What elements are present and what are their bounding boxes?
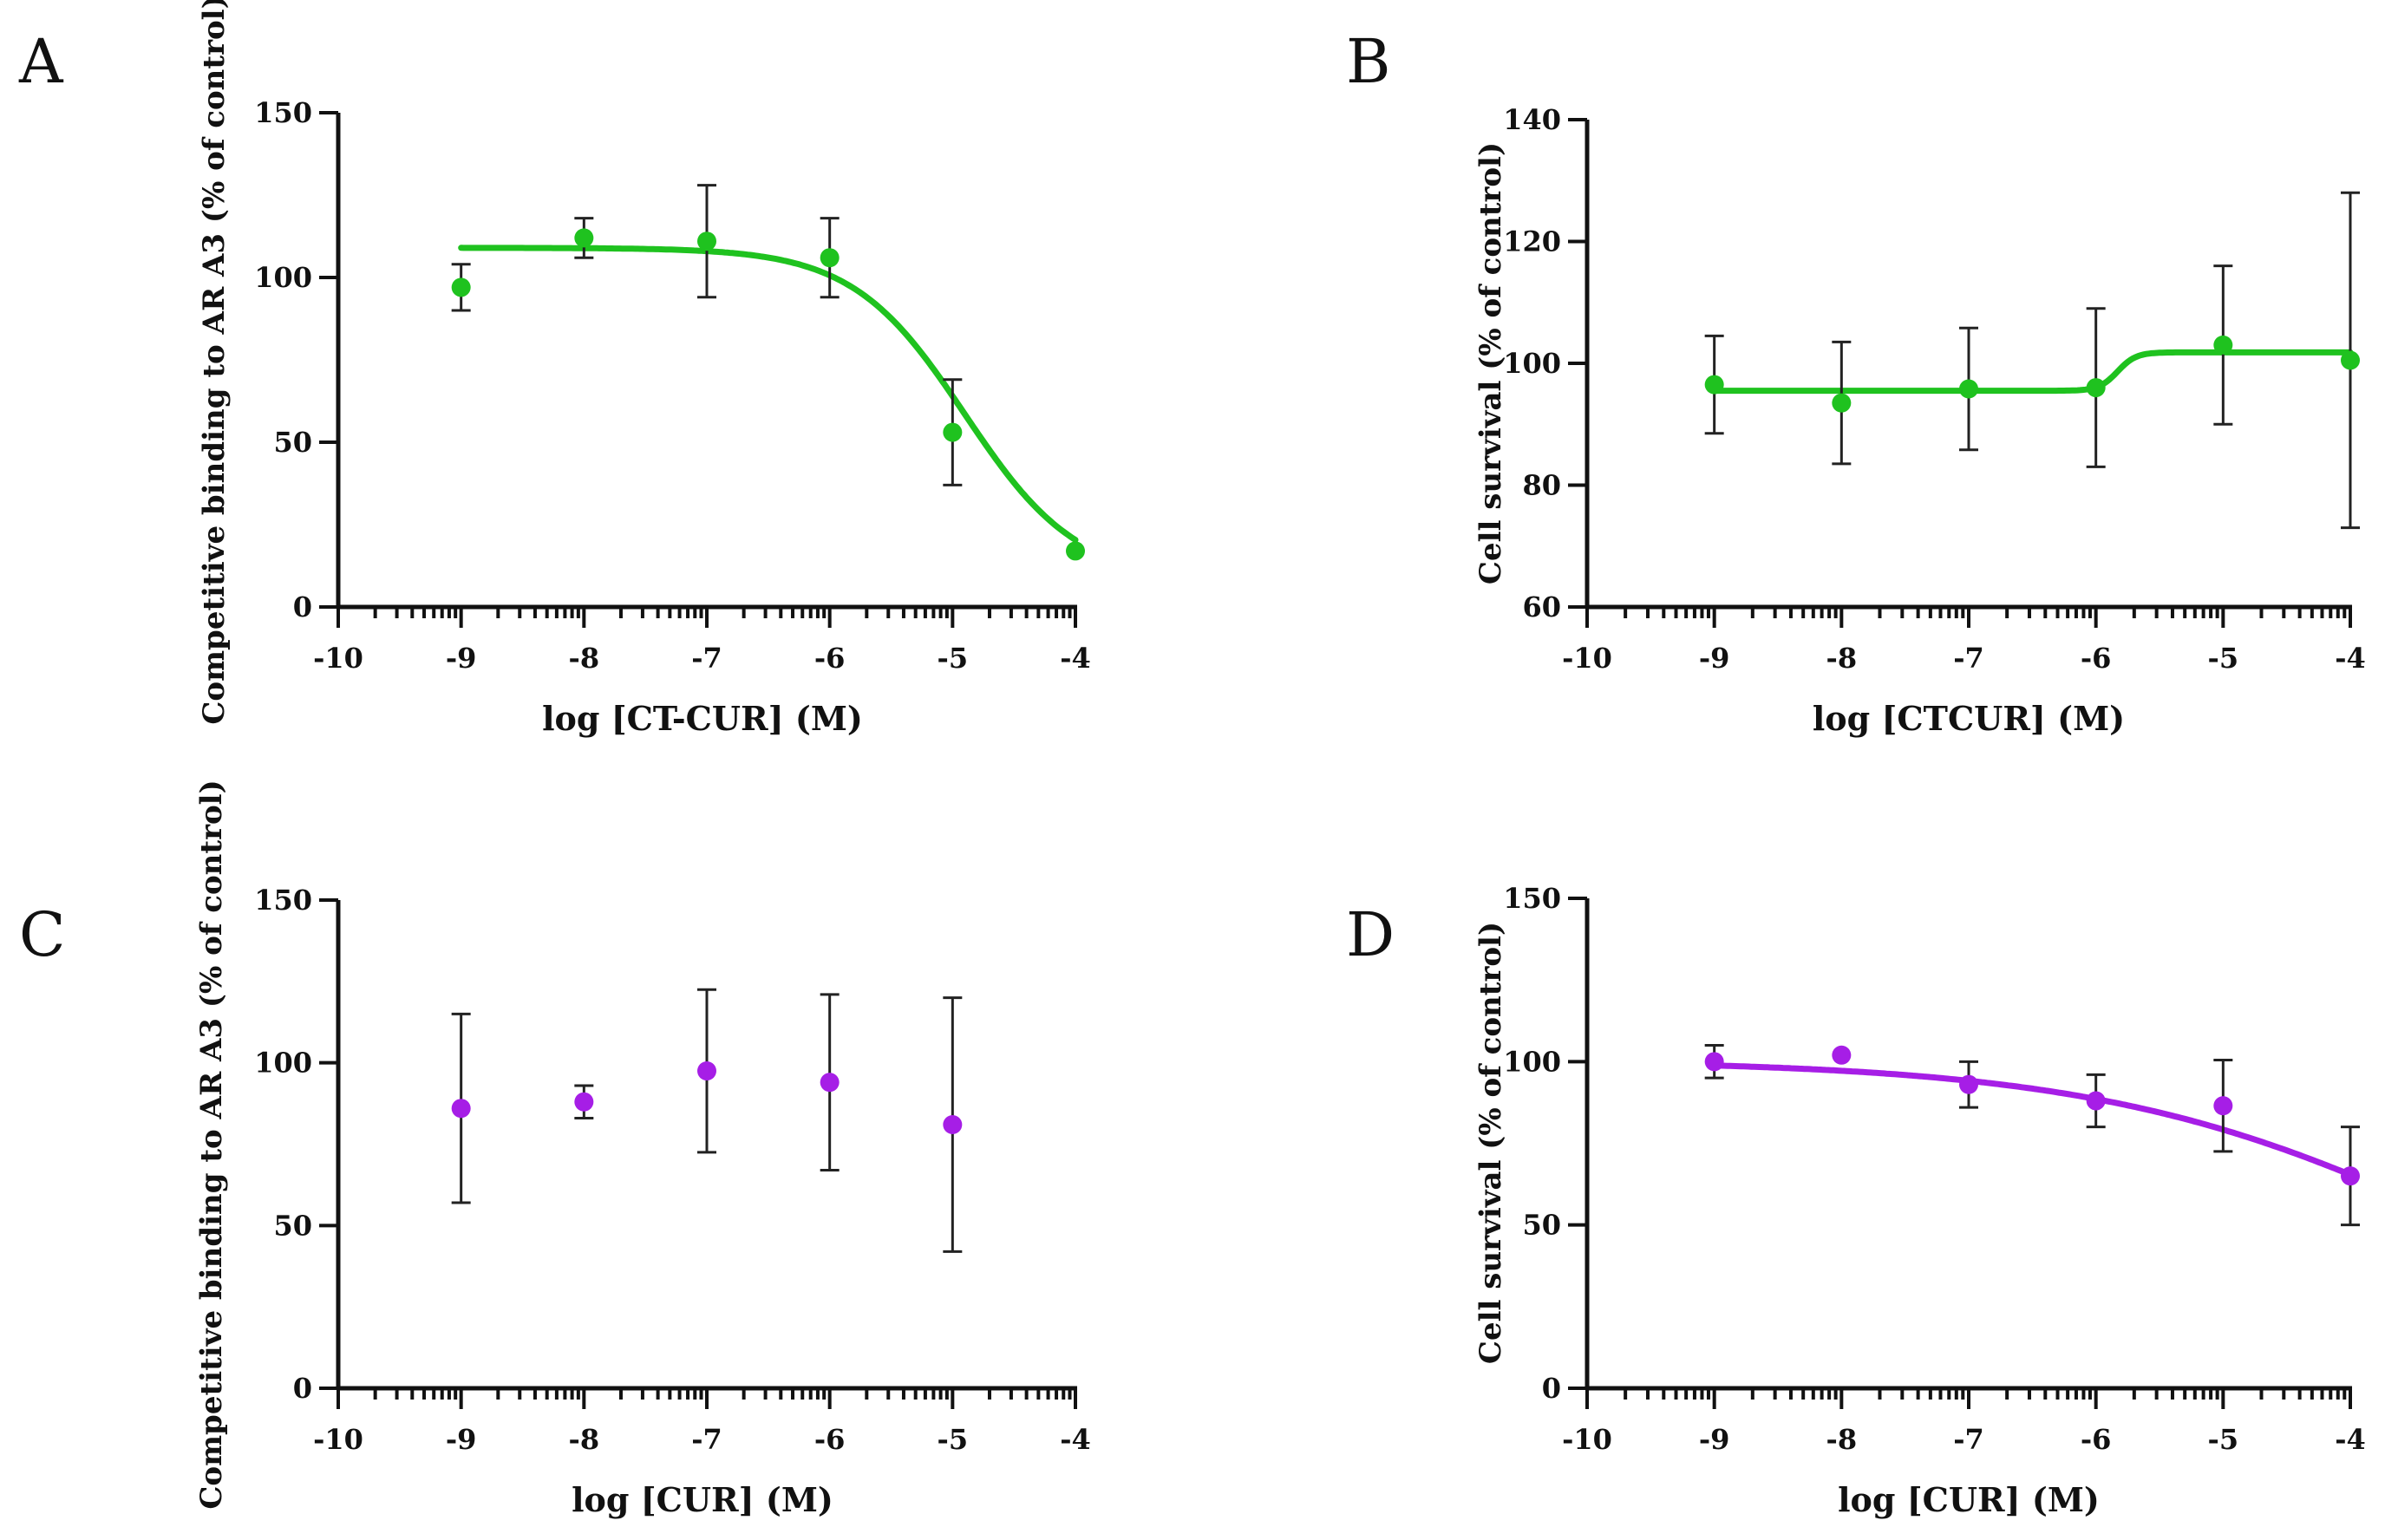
data-point — [574, 1092, 594, 1112]
data-point — [1704, 375, 1724, 395]
x-tick-label: -8 — [1826, 1423, 1858, 1456]
x-tick-label: -7 — [691, 1423, 722, 1456]
y-tick-label: 0 — [293, 1372, 312, 1405]
panel-d: D -10 -9 -8 -7 -6 -5 -4 0 50 100 150 log [CUR] (M) Ce… — [1346, 882, 2366, 1519]
data-point — [1959, 1074, 1978, 1094]
data-point — [820, 248, 840, 268]
y-tick-label: 100 — [254, 261, 312, 294]
x-tick-label: -8 — [569, 642, 600, 675]
y-tick-label: 100 — [1503, 347, 1561, 380]
y-tick-label: 50 — [273, 426, 312, 459]
x-tick-label: -7 — [1953, 1423, 1984, 1456]
data-point — [1832, 1045, 1852, 1065]
data-point — [697, 1061, 716, 1081]
x-tick-label: -5 — [2208, 1423, 2239, 1456]
x-tick-label: -5 — [938, 1423, 969, 1456]
fit-curve — [1711, 349, 2354, 395]
x-tick-label: -4 — [2335, 642, 2366, 675]
y-tick-label: 140 — [1503, 103, 1561, 136]
data-point — [574, 228, 594, 248]
panel-a: A -10 -9 -8 -7 -6 -5 -4 0 50 100 150 log [CT-CUR] (M… — [18, 0, 1091, 738]
x-tick-label: -4 — [1060, 642, 1091, 675]
x-tick-label: -5 — [938, 642, 969, 675]
x-tick-label: -8 — [1826, 642, 1858, 675]
panel-b: B -10 -9 -8 -7 -6 -5 -4 60 80 100 120 140 log [CTCUR]… — [1346, 26, 2366, 738]
y-axis-title: Cell survival (% of control) — [1473, 922, 1508, 1364]
data-point — [1704, 1052, 1724, 1072]
x-tick-label: -6 — [2081, 1423, 2112, 1456]
data-point — [2341, 350, 2360, 370]
x-tick-label: -10 — [1562, 1423, 1612, 1456]
y-axis-title: Competitive binding to AR A3 (% of contr… — [194, 780, 229, 1509]
x-tick-label: -6 — [814, 642, 846, 675]
x-tick-label: -9 — [1699, 642, 1730, 675]
x-tick-label: -10 — [313, 642, 363, 675]
y-tick-label: 50 — [1522, 1209, 1561, 1242]
y-tick-label: 150 — [254, 96, 312, 129]
x-tick-label: -6 — [2081, 642, 2112, 675]
y-tick-label: 60 — [1522, 591, 1561, 623]
data-point — [943, 422, 963, 442]
y-tick-label: 150 — [1503, 882, 1561, 915]
data-point — [1066, 541, 1085, 561]
fit-curve — [1711, 1062, 2354, 1178]
x-tick-label: -4 — [1060, 1423, 1091, 1456]
y-tick-label: 0 — [1542, 1372, 1561, 1405]
data-point — [943, 1114, 963, 1134]
data-point — [2086, 1091, 2106, 1111]
data-point — [820, 1073, 840, 1093]
x-tick-label: -6 — [814, 1423, 846, 1456]
x-axis-title: log [CT-CUR] (M) — [542, 699, 863, 738]
data-point — [2213, 1096, 2233, 1116]
x-tick-label: -5 — [2208, 642, 2239, 675]
panel-letter: C — [19, 899, 66, 970]
data-point — [451, 1099, 471, 1119]
x-tick-label: -7 — [691, 642, 722, 675]
y-tick-label: 150 — [254, 884, 312, 917]
x-tick-label: -8 — [569, 1423, 600, 1456]
fit-curve — [458, 245, 1079, 544]
data-point — [1959, 379, 1978, 399]
panel-letter: B — [1346, 26, 1390, 97]
y-tick-label: 100 — [1503, 1045, 1561, 1078]
x-axis-title: log [CUR] (M) — [572, 1480, 833, 1519]
x-tick-label: -10 — [1562, 642, 1612, 675]
x-axis-title: log [CTCUR] (M) — [1813, 699, 2125, 738]
data-point — [2341, 1166, 2360, 1186]
panel-letter: D — [1346, 899, 1395, 970]
panel-letter: A — [18, 26, 64, 97]
data-point — [1832, 393, 1852, 413]
x-tick-label: -9 — [446, 642, 477, 675]
x-tick-label: -9 — [1699, 1423, 1730, 1456]
data-point — [2213, 335, 2233, 355]
data-point — [451, 277, 471, 297]
y-tick-label: 50 — [273, 1209, 312, 1242]
y-tick-label: 80 — [1522, 469, 1561, 502]
x-tick-label: -7 — [1953, 642, 1984, 675]
y-axis-title: Competitive binding to AR A3 (% of contr… — [197, 0, 232, 725]
panel-c: C -10 -9 -8 -7 -6 -5 -4 0 50 100 150 log [CUR] (M) Co… — [19, 780, 1091, 1519]
y-axis-title: Cell survival (% of control) — [1473, 142, 1508, 584]
data-point — [697, 232, 716, 251]
x-tick-label: -9 — [446, 1423, 477, 1456]
x-tick-label: -10 — [313, 1423, 363, 1456]
y-tick-label: 100 — [254, 1047, 312, 1080]
y-tick-label: 120 — [1503, 225, 1561, 258]
data-point — [2086, 378, 2106, 398]
x-axis-title: log [CUR] (M) — [1838, 1480, 2100, 1519]
y-tick-label: 0 — [293, 591, 312, 623]
x-tick-label: -4 — [2335, 1423, 2366, 1456]
